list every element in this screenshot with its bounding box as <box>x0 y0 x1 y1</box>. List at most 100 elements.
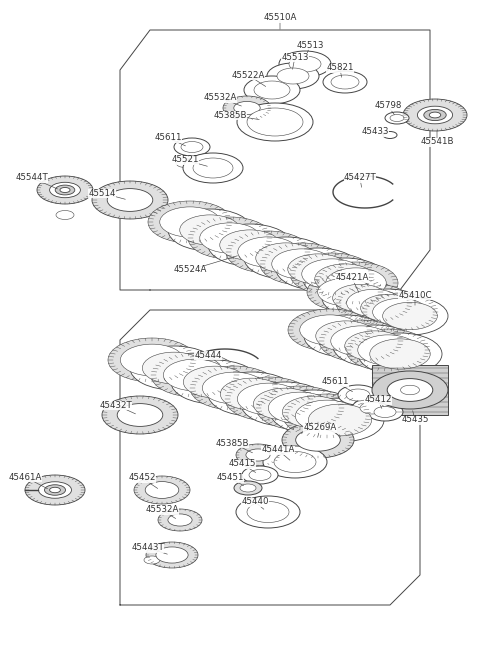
Text: 45514: 45514 <box>88 188 116 198</box>
Ellipse shape <box>346 389 370 401</box>
Ellipse shape <box>253 388 317 420</box>
Ellipse shape <box>45 484 65 496</box>
Ellipse shape <box>168 514 192 526</box>
Text: 45513: 45513 <box>296 40 324 50</box>
Ellipse shape <box>385 112 409 124</box>
Ellipse shape <box>193 158 233 178</box>
Ellipse shape <box>38 482 72 498</box>
Ellipse shape <box>383 132 397 138</box>
Ellipse shape <box>183 366 247 398</box>
Ellipse shape <box>254 81 290 99</box>
Text: 45415: 45415 <box>228 460 256 469</box>
Ellipse shape <box>238 237 298 267</box>
Ellipse shape <box>288 254 348 284</box>
Ellipse shape <box>290 253 374 295</box>
Ellipse shape <box>345 331 405 361</box>
Text: 45452: 45452 <box>128 473 156 482</box>
Ellipse shape <box>120 344 184 376</box>
Ellipse shape <box>372 299 427 326</box>
Ellipse shape <box>260 243 344 285</box>
Ellipse shape <box>256 386 344 430</box>
Text: 45532A: 45532A <box>204 93 237 102</box>
Ellipse shape <box>372 371 448 409</box>
Ellipse shape <box>200 223 260 253</box>
Ellipse shape <box>25 475 85 505</box>
Ellipse shape <box>304 315 388 357</box>
Ellipse shape <box>56 211 74 220</box>
Ellipse shape <box>130 346 218 390</box>
Ellipse shape <box>163 359 227 391</box>
Ellipse shape <box>346 329 430 371</box>
Ellipse shape <box>295 400 359 432</box>
Ellipse shape <box>246 449 270 461</box>
Text: 45461A: 45461A <box>8 473 42 481</box>
Ellipse shape <box>223 96 271 120</box>
Text: 45444: 45444 <box>194 351 222 359</box>
Text: 45443T: 45443T <box>132 544 164 552</box>
Ellipse shape <box>314 262 398 304</box>
Ellipse shape <box>37 176 93 204</box>
Ellipse shape <box>171 360 259 404</box>
Ellipse shape <box>241 382 329 426</box>
Ellipse shape <box>249 469 271 481</box>
Ellipse shape <box>302 259 362 289</box>
Text: 45435: 45435 <box>401 415 429 424</box>
Ellipse shape <box>400 385 420 394</box>
Ellipse shape <box>108 338 196 382</box>
Text: 45510A: 45510A <box>264 14 297 23</box>
Ellipse shape <box>296 398 384 442</box>
Ellipse shape <box>424 110 446 121</box>
Ellipse shape <box>358 335 418 365</box>
Ellipse shape <box>319 320 403 362</box>
Ellipse shape <box>102 396 178 434</box>
Ellipse shape <box>307 273 383 311</box>
Text: 45412: 45412 <box>364 396 392 404</box>
Text: 45385B: 45385B <box>215 439 249 447</box>
Text: 45385B: 45385B <box>213 110 247 119</box>
Ellipse shape <box>234 102 260 115</box>
Ellipse shape <box>190 366 278 410</box>
Ellipse shape <box>174 138 210 156</box>
Ellipse shape <box>282 422 354 458</box>
Ellipse shape <box>358 333 442 375</box>
Ellipse shape <box>242 466 278 484</box>
Ellipse shape <box>347 289 401 317</box>
Ellipse shape <box>237 103 313 141</box>
Ellipse shape <box>244 237 328 279</box>
Text: 45441A: 45441A <box>261 445 295 454</box>
Ellipse shape <box>272 249 332 279</box>
Ellipse shape <box>350 289 426 327</box>
Ellipse shape <box>308 404 372 436</box>
Ellipse shape <box>360 294 415 321</box>
Ellipse shape <box>117 404 163 426</box>
Ellipse shape <box>296 429 340 451</box>
Text: 45421A: 45421A <box>336 273 369 282</box>
Ellipse shape <box>318 278 372 306</box>
Ellipse shape <box>225 377 313 421</box>
Text: 45433: 45433 <box>361 128 389 136</box>
Ellipse shape <box>333 284 387 312</box>
Ellipse shape <box>267 63 319 89</box>
Ellipse shape <box>160 207 220 237</box>
Ellipse shape <box>181 141 203 153</box>
Ellipse shape <box>331 326 391 356</box>
Ellipse shape <box>146 542 198 568</box>
Ellipse shape <box>92 181 168 219</box>
Ellipse shape <box>234 481 262 495</box>
Ellipse shape <box>134 476 190 504</box>
Text: 45522A: 45522A <box>231 70 264 80</box>
Ellipse shape <box>303 258 387 300</box>
Text: 45451: 45451 <box>216 473 244 482</box>
Ellipse shape <box>323 71 367 93</box>
Ellipse shape <box>418 106 453 124</box>
Ellipse shape <box>49 183 81 198</box>
Ellipse shape <box>370 339 430 369</box>
Ellipse shape <box>374 406 396 417</box>
Text: 45541B: 45541B <box>420 138 454 147</box>
Ellipse shape <box>333 325 417 367</box>
Ellipse shape <box>288 309 372 351</box>
Ellipse shape <box>360 402 384 414</box>
Ellipse shape <box>316 321 376 351</box>
Ellipse shape <box>387 379 433 402</box>
Ellipse shape <box>429 112 441 118</box>
